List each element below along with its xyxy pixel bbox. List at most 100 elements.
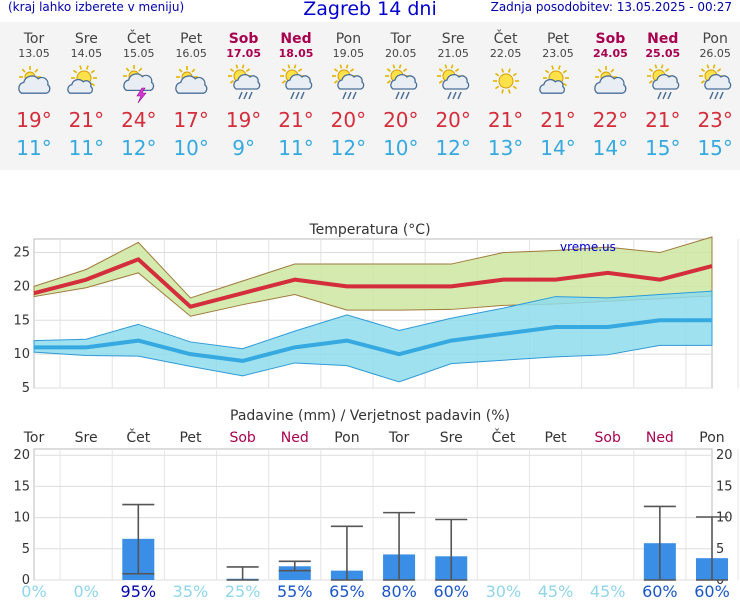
thunderstorm-icon xyxy=(113,61,165,105)
day-name: Pon xyxy=(702,31,728,47)
y-tick-label-right: 10 xyxy=(716,511,733,526)
x-tick-label: Sre xyxy=(75,430,98,446)
day-column: Čet 15.05 24° 12° xyxy=(113,31,165,161)
day-column: Sob 24.05 22° 14° xyxy=(584,31,636,161)
x-tick-label: Čet xyxy=(126,428,150,446)
min-temperature: 15° xyxy=(645,136,681,160)
day-column: Čet 22.05 21° 13° xyxy=(480,31,532,161)
max-temperature: 24° xyxy=(121,108,157,132)
y-tick-label-right: 20 xyxy=(716,448,733,463)
max-temperature: 19° xyxy=(225,108,262,132)
max-temperature: 17° xyxy=(173,108,209,132)
x-tick-label: Tor xyxy=(23,430,45,446)
precip-probability: 30% xyxy=(486,582,522,600)
y-tick-label-left: 15 xyxy=(13,479,30,494)
x-tick-label: Ned xyxy=(646,430,674,446)
day-name: Sob xyxy=(595,31,626,47)
partly-cloudy-icon xyxy=(8,61,60,105)
min-temperature: 9° xyxy=(232,136,255,160)
min-temperature: 12° xyxy=(121,136,157,160)
y-tick-label-right: 5 xyxy=(716,542,724,557)
precip-probability: 25% xyxy=(225,582,261,600)
x-tick-label: Čet xyxy=(491,428,515,446)
precipitation-chart-title: Padavine (mm) / Verjetnost padavin (%) xyxy=(230,408,510,424)
day-name: Sre xyxy=(74,31,98,47)
day-date: 14.05 xyxy=(70,47,103,60)
max-temperature: 21° xyxy=(540,108,576,132)
y-tick-label-left: 0 xyxy=(22,573,30,588)
day-date: 22.05 xyxy=(489,47,522,60)
day-column: Ned 25.05 21° 15° xyxy=(637,31,689,161)
day-date: 20.05 xyxy=(385,47,417,60)
x-tick-label: Pet xyxy=(545,430,568,446)
day-column: Tor 20.05 20° 10° xyxy=(375,31,427,161)
precip-probability: 60% xyxy=(433,582,469,600)
daily-forecast-strip: Tor 13.05 19° 11° Sre 14.05 21° 11° Čet 15.05 24° 1… xyxy=(0,22,740,170)
day-date: 13.05 xyxy=(18,47,50,60)
day-column: Pet 23.05 21° 14° xyxy=(532,31,584,161)
x-tick-label: Sre xyxy=(440,430,463,446)
day-name: Čet xyxy=(126,31,151,47)
day-name: Pet xyxy=(546,31,570,47)
max-temperature: 21° xyxy=(487,108,524,132)
day-date: 16.05 xyxy=(175,47,207,60)
page-title: Zagreb 14 dni xyxy=(303,0,437,20)
y-tick-label: 25 xyxy=(13,246,30,261)
temperature-chart: 5 10 15 20 25 Temperatura (°C) vreme.us xyxy=(13,222,739,395)
x-tick-label: Pet xyxy=(179,430,202,446)
sun-rain-icon xyxy=(218,61,270,105)
day-column: Sre 14.05 21° 11° xyxy=(60,31,112,161)
sun-rain-icon xyxy=(322,61,374,105)
sun-rain-icon xyxy=(637,61,689,105)
day-date: 17.05 xyxy=(226,47,261,60)
max-temperature: 21° xyxy=(645,108,681,132)
min-temperature-line xyxy=(34,318,712,363)
y-tick-label-left: 5 xyxy=(22,542,30,557)
day-column: Ned 18.05 21° 11° xyxy=(270,31,322,161)
max-temperature: 23° xyxy=(697,108,733,132)
min-temperature: 11° xyxy=(278,136,314,160)
max-temperature: 20° xyxy=(383,108,419,132)
min-temperature: 14° xyxy=(592,136,629,160)
last-updated: Zadnja posodobitev: 13.05.2025 - 00:27 xyxy=(490,0,732,14)
x-tick-label: Sob xyxy=(595,430,621,446)
day-name: Ned xyxy=(280,31,312,47)
partly-cloudy-icon xyxy=(165,61,217,105)
day-date: 19.05 xyxy=(332,47,365,60)
min-temperature: 10° xyxy=(383,136,419,160)
max-temperature: 20° xyxy=(330,108,367,132)
min-temperature: 12° xyxy=(435,136,471,160)
location-note: (kraj lahko izberete v meniju) xyxy=(8,0,185,14)
precip-probability: 45% xyxy=(590,582,626,600)
day-column: Pon 19.05 20° 12° xyxy=(322,31,374,161)
day-date: 15.05 xyxy=(123,47,155,60)
x-tick-label: Ned xyxy=(281,430,309,446)
precip-probability: 65% xyxy=(329,582,365,600)
precipitation-bar xyxy=(278,566,311,580)
y-tick-label-right: 15 xyxy=(716,479,733,494)
precip-probability: 35% xyxy=(173,582,209,600)
y-tick-label-left: 10 xyxy=(13,511,30,526)
x-tick-label: Pon xyxy=(699,430,724,446)
day-name: Pet xyxy=(180,31,203,47)
sun-rain-icon xyxy=(375,61,427,105)
x-tick-label: Pon xyxy=(334,430,359,446)
day-date: 24.05 xyxy=(592,47,628,60)
day-column: Sob 17.05 19° 9° xyxy=(218,31,270,161)
day-date: 26.05 xyxy=(699,47,731,60)
day-column: Tor 13.05 19° 11° xyxy=(8,31,60,161)
max-temperature: 21° xyxy=(68,108,105,132)
min-temperature: 11° xyxy=(16,136,52,160)
max-temperature: 22° xyxy=(592,108,629,132)
x-tick-label: Tor xyxy=(388,430,410,446)
min-temperature: 14° xyxy=(540,136,576,160)
max-temperature: 20° xyxy=(435,108,471,132)
precip-probability: 80% xyxy=(381,582,417,600)
watermark: vreme.us xyxy=(560,240,616,254)
day-column: Pon 26.05 23° 15° xyxy=(689,31,740,161)
sun-cloud-icon xyxy=(532,61,584,105)
max-temperature-line xyxy=(33,257,713,309)
min-temperature: 13° xyxy=(487,136,524,160)
day-name: Tor xyxy=(23,31,45,47)
precip-probability: 60% xyxy=(642,582,678,600)
